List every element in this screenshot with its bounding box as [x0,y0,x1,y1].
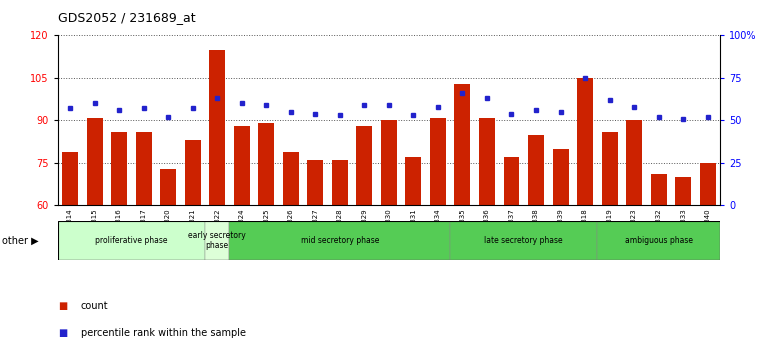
Text: ambiguous phase: ambiguous phase [624,236,693,245]
Bar [450,221,598,260]
Bar [332,160,348,205]
Text: proliferative phase: proliferative phase [95,236,168,245]
Text: GDS2052 / 231689_at: GDS2052 / 231689_at [58,11,196,24]
Bar [601,132,618,205]
Bar [479,118,495,205]
Bar [62,152,78,205]
Bar [577,78,593,205]
Bar [160,169,176,205]
Bar [205,221,229,260]
Text: other ▶: other ▶ [2,236,38,246]
Text: ■: ■ [58,328,67,338]
Bar [283,152,299,205]
Bar [58,221,205,260]
Bar [651,174,667,205]
Bar [700,163,715,205]
Text: late secretory phase: late secretory phase [484,236,563,245]
Bar [626,120,642,205]
Bar [430,118,446,205]
Bar [553,149,568,205]
Bar [528,135,544,205]
Bar [234,126,249,205]
Bar [405,157,421,205]
Bar [598,221,720,260]
Bar [504,157,520,205]
Text: early secretory
phase: early secretory phase [189,231,246,250]
Bar [185,140,201,205]
Text: mid secretory phase: mid secretory phase [300,236,379,245]
Bar [307,160,323,205]
Bar [111,132,127,205]
Bar [229,221,450,260]
Bar [136,132,152,205]
Text: ■: ■ [58,301,67,311]
Bar [86,118,102,205]
Bar [209,50,225,205]
Bar [454,84,470,205]
Bar [258,123,274,205]
Text: count: count [81,301,109,311]
Bar [381,120,397,205]
Bar [357,126,373,205]
Text: percentile rank within the sample: percentile rank within the sample [81,328,246,338]
Bar [675,177,691,205]
